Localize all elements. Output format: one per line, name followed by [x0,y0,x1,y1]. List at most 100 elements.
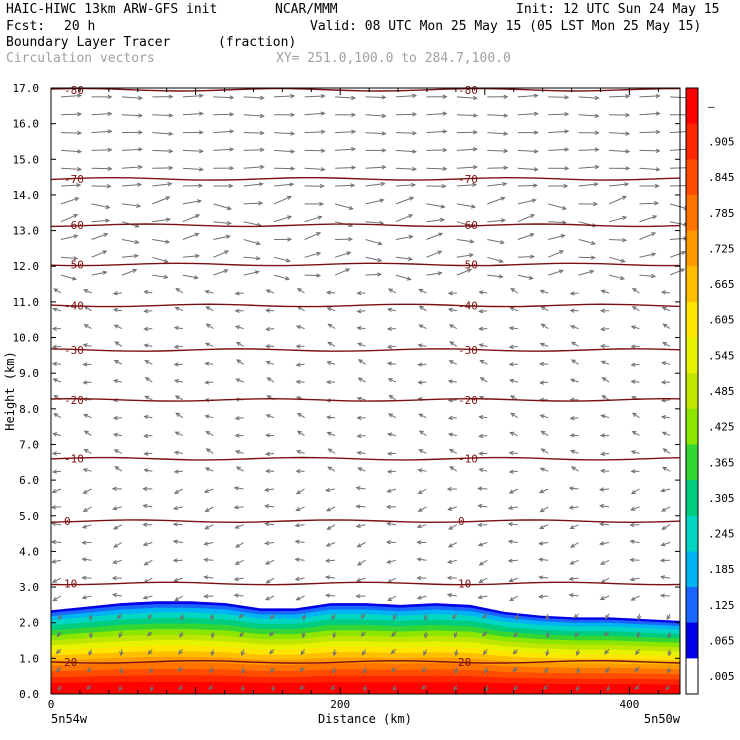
colorbar-label: .845 [708,171,735,184]
wind-vector [213,95,235,100]
wind-vector [517,167,539,172]
colorbar-label: .605 [708,314,735,327]
wind-vector [204,524,214,530]
contour-label: -40 [458,299,478,312]
wind-vector [661,341,671,347]
wind-vector [507,558,518,563]
wind-vector [304,215,323,223]
wind-vector [296,430,305,437]
wind-vector [83,413,92,419]
wind-vector [81,524,92,529]
wind-vector [512,666,519,673]
colorbar-label: .425 [708,421,735,434]
wind-vector [60,182,82,188]
y-tick-label: 11.0 [13,296,40,309]
wind-vector [517,130,539,135]
wind-vector [426,217,446,223]
wind-vector [88,649,93,657]
colorbar-label: .665 [708,278,735,291]
wind-vector [335,183,356,188]
wind-vector [630,595,640,601]
wind-vector [477,542,488,547]
wind-vector [365,95,387,100]
wind-vector [487,131,509,136]
wind-vector [477,522,488,528]
wind-vector [265,433,275,438]
header-fcst-label: Fcst: [6,19,45,34]
colorbar-swatch [686,337,698,374]
wind-vector [118,684,123,692]
wind-vector [603,649,610,655]
wind-vector [540,430,549,437]
wind-vector [416,595,427,600]
wind-vector [238,613,245,619]
colorbar-label: .365 [708,456,735,469]
wind-vector [636,631,641,639]
wind-vector [294,576,305,582]
wind-vector [365,256,383,263]
wind-vector [629,577,640,582]
wind-vector [570,378,579,383]
wind-vector [487,148,509,154]
wind-vector [60,111,83,117]
wind-vector [304,201,325,207]
header-model: HAIC-HIWC 13km ARW-GFS init [6,2,217,17]
wind-vector [385,521,396,527]
wind-vector [385,540,396,545]
wind-vector [517,93,539,98]
wind-vector [295,506,305,512]
wind-vector [173,362,183,367]
wind-vector [81,540,92,545]
wind-vector [203,541,214,546]
wind-vector [118,631,123,639]
wind-vector [142,595,153,600]
wind-vector [667,631,672,639]
wind-vector [600,577,610,584]
wind-vector [86,684,92,690]
contour-label: -20 [458,394,478,407]
wind-vector [182,183,204,188]
wind-vector [53,413,62,419]
colorbar-label: .725 [708,242,735,255]
wind-vector [395,112,418,117]
wind-vector [509,431,518,437]
wind-vector [388,394,397,401]
wind-vector [264,540,275,546]
x-axis: 0 200 400 [48,88,659,711]
wind-vector [143,414,153,420]
wind-vector [634,684,640,691]
wind-vector [517,111,539,117]
x-tick-label: 400 [619,698,639,711]
wind-vector [512,649,519,655]
wind-vector [538,524,549,529]
wind-vector [60,274,77,281]
wind-vector [578,269,595,276]
wind-vector [273,274,291,281]
wind-vector [121,268,138,276]
wind-vector [205,431,214,437]
wind-vector [669,268,686,276]
wind-vector [121,113,144,118]
wind-vector [484,667,489,674]
wind-vector [179,631,184,639]
wind-vector [418,288,427,294]
wind-vector [296,287,305,294]
wind-vector [543,684,549,690]
wind-vector [243,95,265,101]
wind-vector [112,524,123,530]
wind-vector [569,524,579,529]
y-tick-label: 15.0 [13,153,40,166]
wind-vector [205,323,214,330]
wind-vector [173,450,183,455]
wind-vector [478,326,488,331]
wind-vector [548,147,570,152]
contour-line [50,176,681,181]
wind-vector [301,631,306,639]
wind-vector [113,542,123,548]
wind-vector [356,559,366,566]
wind-vector [91,250,108,258]
wind-vector [390,649,397,655]
wind-vector [302,613,307,621]
wind-vector [548,129,570,134]
y-tick-label: 2.0 [19,617,39,630]
